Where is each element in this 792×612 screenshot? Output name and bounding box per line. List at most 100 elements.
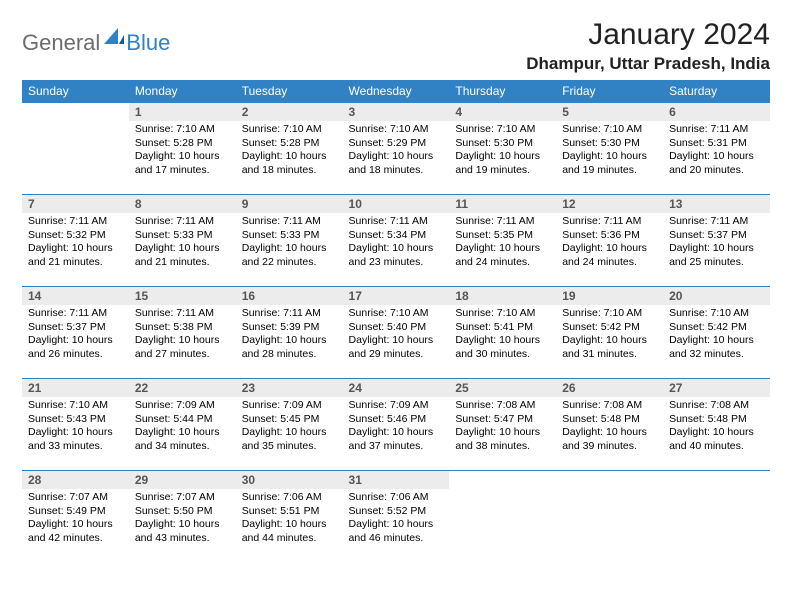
daylight1-text: Daylight: 10 hours [242,242,337,256]
sunset-text: Sunset: 5:48 PM [669,413,764,427]
day-number: 9 [236,195,343,213]
sunrise-text: Sunrise: 7:11 AM [242,215,337,229]
daylight2-text: and 29 minutes. [349,348,444,362]
logo-text-general: General [22,30,100,56]
daylight1-text: Daylight: 10 hours [349,426,444,440]
sunset-text: Sunset: 5:40 PM [349,321,444,335]
daylight1-text: Daylight: 10 hours [242,334,337,348]
sunrise-text: Sunrise: 7:06 AM [349,491,444,505]
day-number: 10 [343,195,450,213]
calendar-day-cell: 16Sunrise: 7:11 AMSunset: 5:39 PMDayligh… [236,287,343,379]
day-data: Sunrise: 7:09 AMSunset: 5:44 PMDaylight:… [129,397,236,458]
daylight1-text: Daylight: 10 hours [28,518,123,532]
daylight1-text: Daylight: 10 hours [135,334,230,348]
calendar-day-cell: 30Sunrise: 7:06 AMSunset: 5:51 PMDayligh… [236,471,343,563]
day-number: 31 [343,471,450,489]
daylight1-text: Daylight: 10 hours [349,334,444,348]
day-data: Sunrise: 7:10 AMSunset: 5:28 PMDaylight:… [236,121,343,182]
daylight1-text: Daylight: 10 hours [455,334,550,348]
day-number: 8 [129,195,236,213]
sunrise-text: Sunrise: 7:11 AM [562,215,657,229]
day-data: Sunrise: 7:08 AMSunset: 5:47 PMDaylight:… [449,397,556,458]
day-data: Sunrise: 7:08 AMSunset: 5:48 PMDaylight:… [663,397,770,458]
day-number: 30 [236,471,343,489]
day-number: 19 [556,287,663,305]
daylight2-text: and 30 minutes. [455,348,550,362]
daylight2-text: and 24 minutes. [455,256,550,270]
daylight2-text: and 42 minutes. [28,532,123,546]
sunset-text: Sunset: 5:48 PM [562,413,657,427]
sunset-text: Sunset: 5:37 PM [28,321,123,335]
daylight1-text: Daylight: 10 hours [455,242,550,256]
sunset-text: Sunset: 5:30 PM [455,137,550,151]
sunset-text: Sunset: 5:41 PM [455,321,550,335]
month-title: January 2024 [526,18,770,52]
daylight1-text: Daylight: 10 hours [242,426,337,440]
daylight2-text: and 26 minutes. [28,348,123,362]
sunrise-text: Sunrise: 7:10 AM [242,123,337,137]
day-number: 5 [556,103,663,121]
day-data: Sunrise: 7:11 AMSunset: 5:32 PMDaylight:… [22,213,129,274]
calendar-day-cell: 28Sunrise: 7:07 AMSunset: 5:49 PMDayligh… [22,471,129,563]
calendar-day-cell: 2Sunrise: 7:10 AMSunset: 5:28 PMDaylight… [236,103,343,195]
day-number: 27 [663,379,770,397]
sunset-text: Sunset: 5:42 PM [562,321,657,335]
daylight2-text: and 21 minutes. [135,256,230,270]
calendar-day-cell: 19Sunrise: 7:10 AMSunset: 5:42 PMDayligh… [556,287,663,379]
calendar-week-row: 21Sunrise: 7:10 AMSunset: 5:43 PMDayligh… [22,379,770,471]
calendar-day-cell: 12Sunrise: 7:11 AMSunset: 5:36 PMDayligh… [556,195,663,287]
daylight1-text: Daylight: 10 hours [135,150,230,164]
daylight2-text: and 44 minutes. [242,532,337,546]
day-number: 3 [343,103,450,121]
sunset-text: Sunset: 5:50 PM [135,505,230,519]
day-number: 28 [22,471,129,489]
sunset-text: Sunset: 5:38 PM [135,321,230,335]
title-block: January 2024 Dhampur, Uttar Pradesh, Ind… [526,18,770,74]
sunset-text: Sunset: 5:30 PM [562,137,657,151]
day-data: Sunrise: 7:07 AMSunset: 5:49 PMDaylight:… [22,489,129,550]
day-number: 21 [22,379,129,397]
day-header: Monday [129,80,236,103]
day-data: Sunrise: 7:11 AMSunset: 5:34 PMDaylight:… [343,213,450,274]
daylight2-text: and 40 minutes. [669,440,764,454]
sunset-text: Sunset: 5:34 PM [349,229,444,243]
daylight2-text: and 18 minutes. [242,164,337,178]
sunset-text: Sunset: 5:28 PM [242,137,337,151]
sunset-text: Sunset: 5:51 PM [242,505,337,519]
daylight1-text: Daylight: 10 hours [669,242,764,256]
sunrise-text: Sunrise: 7:10 AM [669,307,764,321]
day-number: 20 [663,287,770,305]
sunrise-text: Sunrise: 7:08 AM [562,399,657,413]
calendar-day-cell: 1Sunrise: 7:10 AMSunset: 5:28 PMDaylight… [129,103,236,195]
sunrise-text: Sunrise: 7:10 AM [455,123,550,137]
day-data: Sunrise: 7:10 AMSunset: 5:30 PMDaylight:… [449,121,556,182]
daylight1-text: Daylight: 10 hours [242,150,337,164]
daylight1-text: Daylight: 10 hours [455,150,550,164]
sunset-text: Sunset: 5:49 PM [28,505,123,519]
day-data: Sunrise: 7:11 AMSunset: 5:38 PMDaylight:… [129,305,236,366]
sunset-text: Sunset: 5:47 PM [455,413,550,427]
day-number: 25 [449,379,556,397]
day-number: 11 [449,195,556,213]
day-data: Sunrise: 7:11 AMSunset: 5:37 PMDaylight:… [22,305,129,366]
calendar-day-cell: 21Sunrise: 7:10 AMSunset: 5:43 PMDayligh… [22,379,129,471]
daylight2-text: and 24 minutes. [562,256,657,270]
day-data: Sunrise: 7:11 AMSunset: 5:37 PMDaylight:… [663,213,770,274]
day-number: 6 [663,103,770,121]
day-data: Sunrise: 7:11 AMSunset: 5:39 PMDaylight:… [236,305,343,366]
sunset-text: Sunset: 5:31 PM [669,137,764,151]
daylight1-text: Daylight: 10 hours [349,518,444,532]
sunrise-text: Sunrise: 7:11 AM [669,215,764,229]
sunset-text: Sunset: 5:33 PM [242,229,337,243]
daylight1-text: Daylight: 10 hours [669,426,764,440]
sunrise-text: Sunrise: 7:08 AM [669,399,764,413]
day-data: Sunrise: 7:11 AMSunset: 5:33 PMDaylight:… [129,213,236,274]
sunrise-text: Sunrise: 7:09 AM [135,399,230,413]
logo: General Blue [22,26,170,59]
calendar-day-cell: 8Sunrise: 7:11 AMSunset: 5:33 PMDaylight… [129,195,236,287]
sunset-text: Sunset: 5:44 PM [135,413,230,427]
day-data: Sunrise: 7:10 AMSunset: 5:42 PMDaylight:… [556,305,663,366]
sunrise-text: Sunrise: 7:10 AM [562,307,657,321]
day-data: Sunrise: 7:06 AMSunset: 5:52 PMDaylight:… [343,489,450,550]
day-header-row: Sunday Monday Tuesday Wednesday Thursday… [22,80,770,103]
